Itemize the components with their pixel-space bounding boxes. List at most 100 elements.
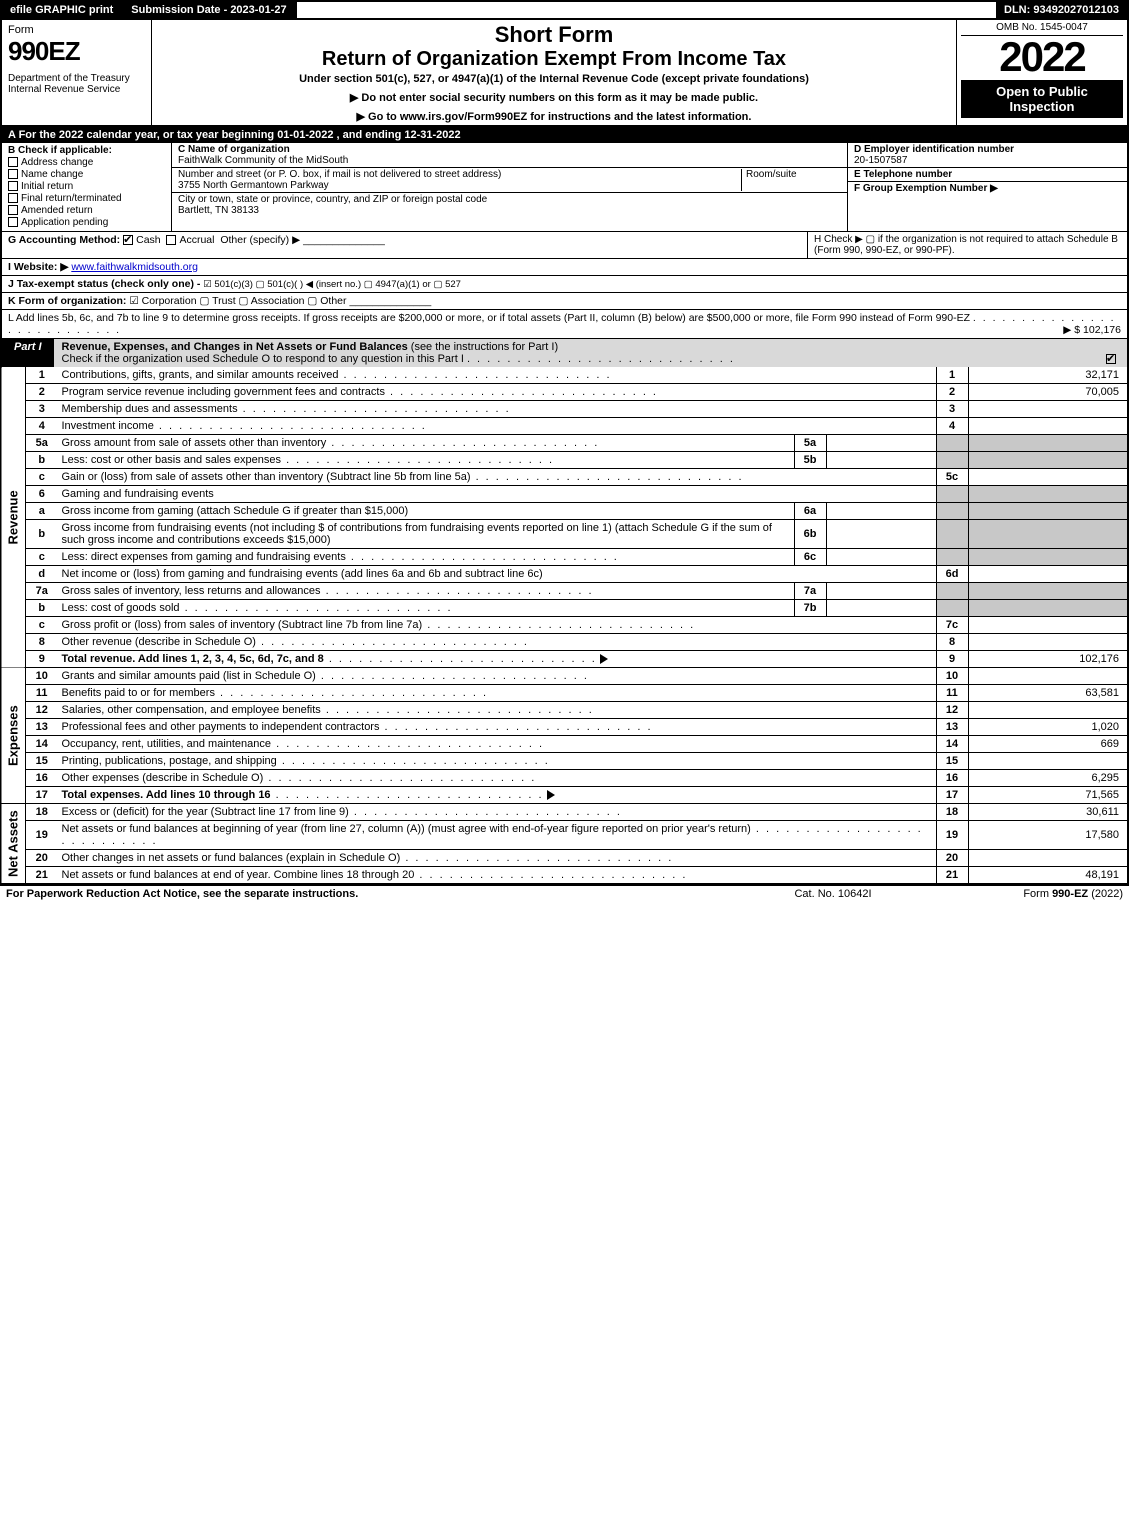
- l-text: L Add lines 5b, 6c, and 7b to line 9 to …: [8, 312, 970, 324]
- revenue-sidelabel: Revenue: [1, 367, 26, 668]
- line-value: [968, 753, 1128, 770]
- efile-print[interactable]: efile GRAPHIC print: [2, 2, 123, 18]
- chk-amended-return[interactable]: Amended return: [8, 205, 165, 216]
- j-row: J Tax-exempt status (check only one) - ☑…: [0, 276, 1129, 293]
- grey-cell: [968, 435, 1128, 452]
- line-refnum: 14: [936, 736, 968, 753]
- line-num: 16: [26, 770, 58, 787]
- line-value: 48,191: [968, 867, 1128, 884]
- row-21: 21 Net assets or fund balances at end of…: [1, 867, 1128, 884]
- row-19: 19 Net assets or fund balances at beginn…: [1, 821, 1128, 850]
- d-label: D Employer identification number: [854, 144, 1014, 155]
- line-num: c: [26, 617, 58, 634]
- chk-application-pending[interactable]: Application pending: [8, 217, 165, 228]
- line-value: [968, 566, 1128, 583]
- line-num: d: [26, 566, 58, 583]
- g-label: G Accounting Method:: [8, 234, 120, 246]
- website-link[interactable]: www.faithwalkmidsouth.org: [71, 261, 198, 273]
- line-desc: Professional fees and other payments to …: [62, 721, 380, 733]
- line-value: 30,611: [968, 804, 1128, 821]
- line-refnum: 19: [936, 821, 968, 850]
- line-num: 18: [26, 804, 58, 821]
- f-label: F Group Exemption Number ▶: [854, 183, 998, 194]
- grey-cell: [968, 549, 1128, 566]
- chk-cash[interactable]: [123, 235, 133, 245]
- line-value: [968, 617, 1128, 634]
- goto-link[interactable]: ▶ Go to www.irs.gov/Form990EZ for instru…: [160, 110, 948, 123]
- line-num: 15: [26, 753, 58, 770]
- line-refnum: 16: [936, 770, 968, 787]
- form-number: 990EZ: [8, 36, 145, 67]
- row-20: 20 Other changes in net assets or fund b…: [1, 850, 1128, 867]
- subtitle: Under section 501(c), 527, or 4947(a)(1)…: [160, 73, 948, 85]
- line-num: 19: [26, 821, 58, 850]
- triangle-icon: [600, 654, 608, 664]
- row-12: 12 Salaries, other compensation, and emp…: [1, 702, 1128, 719]
- line-desc: Gross income from fundraising events (no…: [62, 522, 772, 546]
- line-num: 20: [26, 850, 58, 867]
- line-num: b: [26, 452, 58, 469]
- line-num: 2: [26, 384, 58, 401]
- i-row: I Website: ▶ www.faithwalkmidsouth.org: [0, 259, 1129, 276]
- line-num: 6: [26, 486, 58, 503]
- line-desc: Program service revenue including govern…: [62, 386, 385, 398]
- g-cell: G Accounting Method: Cash Accrual Other …: [2, 232, 807, 258]
- line-value: 6,295: [968, 770, 1128, 787]
- row-6d: d Net income or (loss) from gaming and f…: [1, 566, 1128, 583]
- d-cell: D Employer identification number 20-1507…: [848, 143, 1127, 168]
- line-desc: Investment income: [62, 420, 154, 432]
- lines-table: Revenue 1 Contributions, gifts, grants, …: [0, 367, 1129, 884]
- room-label: Room/suite: [746, 169, 797, 180]
- line-num: c: [26, 469, 58, 486]
- c-city-cell: City or town, state or province, country…: [172, 193, 847, 217]
- row-9: 9 Total revenue. Add lines 1, 2, 3, 4, 5…: [1, 651, 1128, 668]
- chk-accrual[interactable]: [166, 235, 176, 245]
- header-left: Form 990EZ Department of the Treasury In…: [2, 20, 152, 125]
- line-desc: Net income or (loss) from gaming and fun…: [62, 568, 543, 580]
- line-desc: Salaries, other compensation, and employ…: [62, 704, 321, 716]
- chk-address-change[interactable]: Address change: [8, 157, 165, 168]
- line-desc: Other changes in net assets or fund bala…: [62, 852, 401, 864]
- grey-cell: [936, 435, 968, 452]
- subline-num: 5a: [794, 435, 826, 452]
- submission-date: Submission Date - 2023-01-27: [123, 2, 296, 18]
- line-refnum: 12: [936, 702, 968, 719]
- grey-cell: [936, 600, 968, 617]
- chk-final-return[interactable]: Final return/terminated: [8, 193, 165, 204]
- grey-cell: [936, 520, 968, 549]
- c-city-label: City or town, state or province, country…: [178, 194, 487, 205]
- line-num: 13: [26, 719, 58, 736]
- row-3: 3 Membership dues and assessments 3: [1, 401, 1128, 418]
- subline-value: [826, 549, 936, 566]
- line-value: [968, 401, 1128, 418]
- footer-right: Form 990-EZ (2022): [923, 888, 1123, 900]
- line-num: c: [26, 549, 58, 566]
- no-ssn-note: ▶ Do not enter social security numbers o…: [160, 91, 948, 104]
- row-18: Net Assets 18 Excess or (deficit) for th…: [1, 804, 1128, 821]
- subline-num: 6c: [794, 549, 826, 566]
- line-value: 669: [968, 736, 1128, 753]
- f-cell: F Group Exemption Number ▶: [848, 182, 1127, 195]
- row-8: 8 Other revenue (describe in Schedule O)…: [1, 634, 1128, 651]
- chk-name-change[interactable]: Name change: [8, 169, 165, 180]
- line-refnum: 2: [936, 384, 968, 401]
- chk-schedule-o[interactable]: [1106, 354, 1116, 364]
- line-num: 10: [26, 668, 58, 685]
- col-c: C Name of organization FaithWalk Communi…: [172, 143, 847, 231]
- k-row: K Form of organization: ☑ Corporation ▢ …: [0, 293, 1129, 310]
- other-label: Other (specify) ▶: [220, 234, 300, 246]
- chk-label: Address change: [21, 157, 93, 168]
- line-value: [968, 469, 1128, 486]
- netassets-sidelabel: Net Assets: [1, 804, 26, 884]
- line-refnum: 4: [936, 418, 968, 435]
- line-num: 3: [26, 401, 58, 418]
- i-label: I Website: ▶: [8, 261, 68, 273]
- line-num: 11: [26, 685, 58, 702]
- row-6a: a Gross income from gaming (attach Sched…: [1, 503, 1128, 520]
- grey-cell: [936, 452, 968, 469]
- col-def: D Employer identification number 20-1507…: [847, 143, 1127, 231]
- e-label: E Telephone number: [854, 169, 952, 180]
- chk-initial-return[interactable]: Initial return: [8, 181, 165, 192]
- subline-value: [826, 435, 936, 452]
- j-options: ☑ 501(c)(3) ▢ 501(c)( ) ◀ (insert no.) ▢…: [203, 279, 461, 290]
